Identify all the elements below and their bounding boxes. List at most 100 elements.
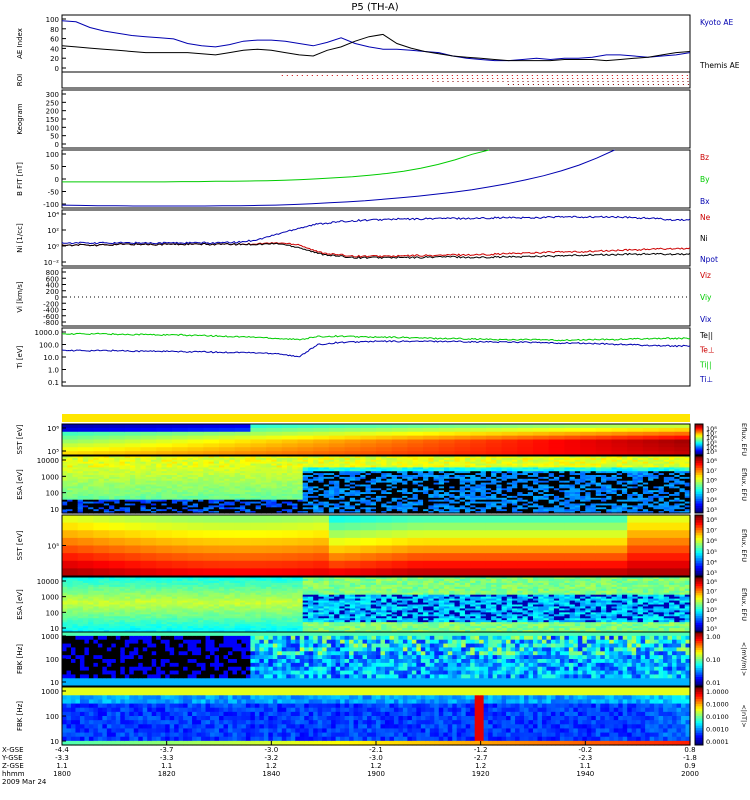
spectro-cell — [402, 509, 408, 512]
spectro-cell — [245, 497, 251, 501]
spectro-cell — [611, 505, 618, 508]
spectro-cell — [564, 492, 571, 495]
spectro-cell — [260, 497, 267, 501]
spectro-cell — [464, 488, 471, 491]
spectro-cell — [485, 471, 492, 474]
spectro-cell — [124, 515, 142, 524]
spectro-cell — [438, 511, 445, 514]
spectro-cell — [559, 495, 565, 499]
spectro-cell — [564, 560, 581, 569]
roi-dot — [296, 75, 298, 76]
spectro-cell — [684, 494, 691, 497]
spectro-cell — [564, 473, 571, 476]
spectro-cell — [480, 490, 487, 493]
spectro-cell — [679, 492, 686, 495]
spectro-cell — [313, 488, 320, 491]
roi-dot — [642, 81, 644, 82]
spectro-cell — [93, 630, 100, 633]
spectro-cell — [355, 492, 361, 495]
spectro-cell — [109, 456, 115, 459]
spectro-cell — [307, 505, 314, 508]
spectro-cell — [344, 530, 361, 539]
spectro-cell — [287, 473, 293, 476]
spectro-cell — [203, 465, 210, 468]
spectro-cell — [103, 584, 110, 588]
spectro-cell — [553, 482, 560, 486]
spectro-cell — [658, 427, 675, 433]
spectro-cell — [642, 439, 660, 444]
spectro-cell — [109, 501, 115, 505]
spectro-cell — [328, 490, 335, 493]
spectro-cell — [77, 511, 84, 514]
spectro-cell — [506, 482, 513, 486]
spectro-cell — [266, 511, 272, 514]
spectro-cell — [323, 484, 330, 487]
spectro-cell — [276, 476, 283, 480]
roi-dot — [552, 84, 554, 85]
colorbar-swatch — [695, 448, 703, 451]
spectro-cell — [177, 465, 183, 468]
spectro-cell — [187, 427, 204, 433]
spectro-cell — [438, 553, 456, 562]
spectro-cell — [161, 480, 168, 484]
spectro-cell — [328, 463, 335, 467]
spectro-cell — [234, 560, 251, 569]
spectro-cell — [496, 488, 503, 491]
spectro-cell — [569, 459, 576, 463]
spectro-cell — [156, 494, 163, 497]
spectro-cell — [72, 582, 79, 586]
spectro-cell — [109, 586, 115, 590]
spectro-cell — [637, 463, 644, 467]
spectro-cell — [255, 480, 262, 484]
spectro-cell — [187, 486, 194, 489]
spectro-cell — [491, 503, 497, 506]
spectro-cell — [292, 509, 299, 512]
spectro-cell — [423, 475, 429, 478]
spectro-cell — [590, 482, 597, 486]
spectro-cell — [407, 480, 414, 484]
spectro-cell — [318, 465, 325, 468]
spectro-cell — [72, 469, 79, 472]
spectro-cell — [192, 511, 199, 514]
spectro-cell — [109, 486, 115, 489]
spectro-cell — [182, 471, 189, 474]
spectro-cell — [124, 509, 131, 512]
spectro-cell — [501, 545, 518, 554]
spectro-cell — [376, 439, 393, 444]
colorbar-swatch — [695, 486, 703, 490]
spectro-cell — [328, 545, 346, 554]
spectro-cell — [109, 522, 126, 531]
spectro-cell — [192, 488, 199, 491]
spectro-cell — [407, 482, 414, 486]
spectro-cell — [98, 620, 105, 623]
spectro-cell — [344, 476, 351, 480]
spectro-cell — [77, 469, 84, 472]
spectro-cell — [501, 475, 508, 478]
spectro-cell — [103, 494, 110, 497]
spectro-cell — [658, 499, 665, 503]
spectro-cell — [130, 486, 136, 489]
spectro-cell — [407, 522, 424, 531]
spectro-cell — [145, 469, 152, 472]
roi-dot — [652, 81, 654, 82]
spectro-cell — [287, 503, 293, 506]
spectro-cell — [553, 494, 560, 497]
spectro-cell — [396, 499, 403, 503]
spectro-cell — [245, 495, 251, 499]
spectro-cell — [585, 484, 592, 487]
roi-dot — [627, 81, 629, 82]
spectro-cell — [281, 553, 299, 562]
spectro-cell — [569, 475, 576, 478]
legend-entry: By — [700, 175, 710, 184]
colorbar-swatch — [695, 505, 703, 509]
spectro-cell — [428, 469, 435, 472]
spectro-cell — [114, 471, 121, 474]
spectro-cell — [543, 467, 550, 470]
spectro-cell — [239, 509, 246, 512]
spectro-cell — [292, 499, 299, 503]
spectro-cell — [77, 490, 84, 493]
spectro-cell — [250, 568, 267, 577]
spectro-cell — [109, 594, 115, 598]
roi-dot — [687, 81, 689, 82]
spectro-cell — [616, 492, 623, 495]
